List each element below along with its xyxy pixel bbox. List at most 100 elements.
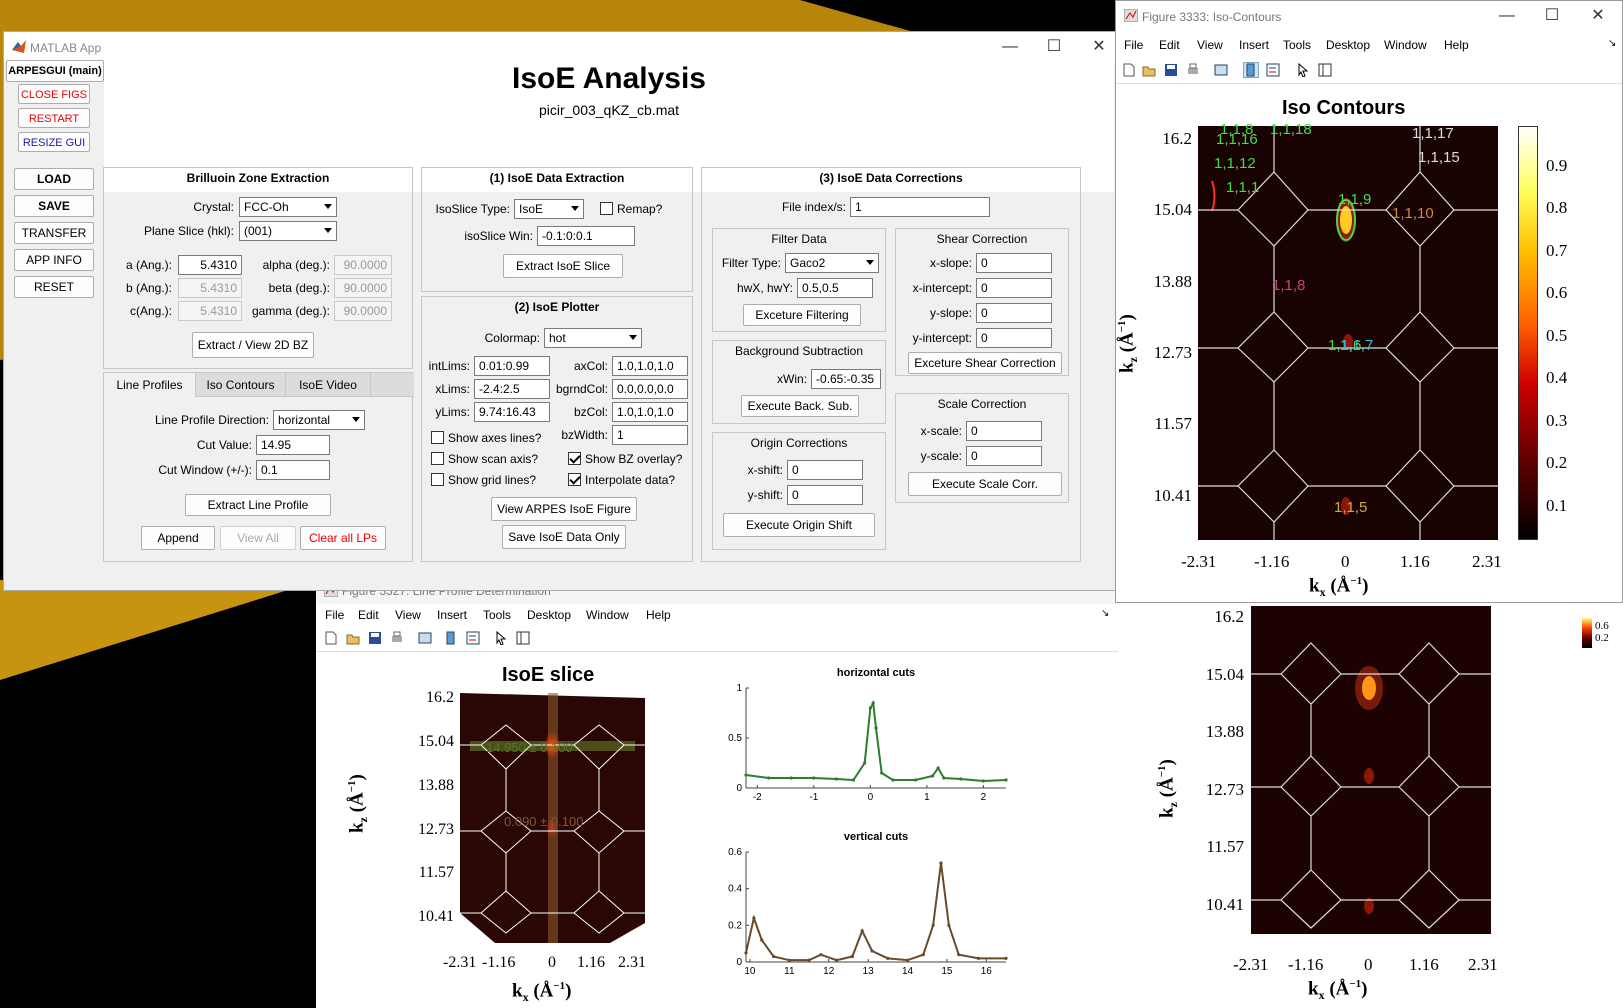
intlims-input[interactable]: 0.01:0.99 [474,356,550,376]
execute-back-sub-button[interactable]: Execute Back. Sub. [741,395,859,417]
save-button[interactable]: SAVE [14,195,94,217]
arpesgui-main-button[interactable]: ARPESGUI (main) [6,60,104,82]
show-scan-checkbox[interactable] [431,452,444,465]
menu-help[interactable]: Help [1444,38,1469,52]
menu-tools[interactable]: Tools [483,608,512,622]
pointer-icon[interactable] [1296,62,1310,78]
resize-gui-button[interactable]: RESIZE GUI [18,132,90,152]
print-icon[interactable] [1186,63,1200,77]
pointer-icon[interactable] [494,630,508,646]
append-button[interactable]: Append [141,526,215,550]
show-axes-checkbox[interactable] [431,431,444,444]
ylims-input[interactable]: 9.74:16.43 [474,402,550,422]
dock-arrow-icon[interactable]: ↘ [1608,38,1617,49]
menu-tools[interactable]: Tools [1283,38,1312,52]
plane-slice-select[interactable]: (001) [239,221,337,241]
show-bz-overlay-checkbox[interactable] [568,452,581,465]
menu-window[interactable]: Window [586,608,629,622]
new-figure-icon[interactable] [1122,63,1136,77]
link-plot-icon[interactable] [1214,63,1228,77]
xwin-input[interactable]: -0.65:-0.35 [811,369,881,389]
save-icon[interactable] [1164,63,1178,77]
cut-window-input[interactable]: 0.1 [256,460,330,480]
view-all-button[interactable]: View All [220,526,296,550]
xslope-input[interactable]: 0 [976,253,1052,273]
xlims-input[interactable]: -2.4:2.5 [474,379,550,399]
extract-line-profile-button[interactable]: Extract Line Profile [185,494,331,516]
app-info-button[interactable]: APP INFO [14,249,94,271]
tab-line-profiles[interactable]: Line Profiles [104,373,196,397]
legend-icon[interactable] [1266,63,1280,77]
extract-view-bz-button[interactable]: Extract / View 2D BZ [192,332,314,358]
colormap-select[interactable]: hot [544,328,642,348]
menu-insert[interactable]: Insert [1239,38,1270,52]
save-isoe-data-button[interactable]: Save IsoE Data Only [502,525,626,549]
filter-type-select[interactable]: Gaco2 [785,253,879,273]
menu-view[interactable]: View [1197,38,1223,52]
a-input[interactable]: 5.4310 [178,255,242,275]
transfer-button[interactable]: TRANSFER [14,222,94,244]
interpolate-checkbox[interactable] [568,473,581,486]
yshift-input[interactable]: 0 [787,485,863,505]
iso-contours-titlebar[interactable]: Figure 3333: Iso-Contours — ☐ ✕ [1116,1,1622,31]
maximize-icon[interactable]: ☐ [1046,38,1062,55]
open-icon[interactable] [1142,63,1156,77]
reset-button[interactable]: RESET [14,276,94,298]
matlab-app-titlebar[interactable]: MATLAB App — ☐ ✕ [4,32,1117,62]
xshift-input[interactable]: 0 [787,460,863,480]
cut-value-input[interactable]: 14.95 [256,435,330,455]
menu-desktop[interactable]: Desktop [1326,38,1371,52]
colorbar-icon[interactable] [1243,62,1259,78]
show-grid-checkbox[interactable] [431,473,444,486]
remap-checkbox[interactable] [600,202,613,215]
restart-button[interactable]: RESTART [18,108,90,128]
xintercept-input[interactable]: 0 [976,278,1052,298]
extract-isoe-slice-button[interactable]: Extract IsoE Slice [503,254,623,278]
bzwidth-input[interactable]: 1 [612,425,688,445]
legend-icon[interactable] [466,631,480,645]
new-figure-icon[interactable] [324,631,338,645]
yslope-input[interactable]: 0 [976,303,1052,323]
menu-file[interactable]: File [1124,38,1144,52]
close-icon[interactable]: ✕ [1092,38,1106,55]
close-figs-button[interactable]: CLOSE FIGS [18,84,90,104]
menu-desktop[interactable]: Desktop [527,608,572,622]
tab-iso-contours[interactable]: Iso Contours [196,373,286,397]
execute-origin-shift-button[interactable]: Execute Origin Shift [723,513,875,537]
menu-edit[interactable]: Edit [1159,38,1180,52]
menu-edit[interactable]: Edit [358,608,379,622]
property-editor-icon[interactable] [516,631,530,645]
menu-help[interactable]: Help [646,608,671,622]
maximize-icon[interactable]: ☐ [1544,7,1560,24]
view-arpes-isoe-button[interactable]: View ARPES IsoE Figure [491,497,637,521]
minimize-icon[interactable]: — [1002,38,1018,55]
property-editor-icon[interactable] [1318,63,1332,77]
minimize-icon[interactable]: — [1499,7,1515,24]
isoslice-type-select[interactable]: IsoE [514,199,584,219]
open-icon[interactable] [346,631,360,645]
execute-filtering-button[interactable]: Exceture Filtering [743,304,861,326]
dock-arrow-icon[interactable]: ↘ [1101,608,1110,619]
bzcol-input[interactable]: 1.0,1.0,1.0 [612,402,688,422]
close-icon[interactable]: ✕ [1591,7,1605,24]
file-index-input[interactable]: 1 [850,197,990,217]
tab-isoe-video[interactable]: IsoE Video [286,373,371,397]
menu-view[interactable]: View [395,608,421,622]
menu-window[interactable]: Window [1384,38,1427,52]
line-profile-direction-select[interactable]: horizontal [273,410,365,430]
axcol-input[interactable]: 1.0,1.0,1.0 [612,356,688,376]
execute-shear-correction-button[interactable]: Exceture Shear Correction [908,352,1062,374]
clear-all-lps-button[interactable]: Clear all LPs [300,526,386,550]
xscale-input[interactable]: 0 [966,421,1042,441]
menu-insert[interactable]: Insert [437,608,468,622]
menu-file[interactable]: File [325,608,345,622]
hw-input[interactable]: 0.5,0.5 [797,278,873,298]
isoslice-win-input[interactable]: -0.1:0:0.1 [537,226,635,246]
load-button[interactable]: LOAD [14,168,94,190]
colorbar-icon[interactable] [444,631,458,645]
yscale-input[interactable]: 0 [966,446,1042,466]
execute-scale-corr-button[interactable]: Execute Scale Corr. [908,472,1062,496]
yintercept-input[interactable]: 0 [976,328,1052,348]
crystal-select[interactable]: FCC-Oh [239,197,337,217]
save-icon[interactable] [368,631,382,645]
